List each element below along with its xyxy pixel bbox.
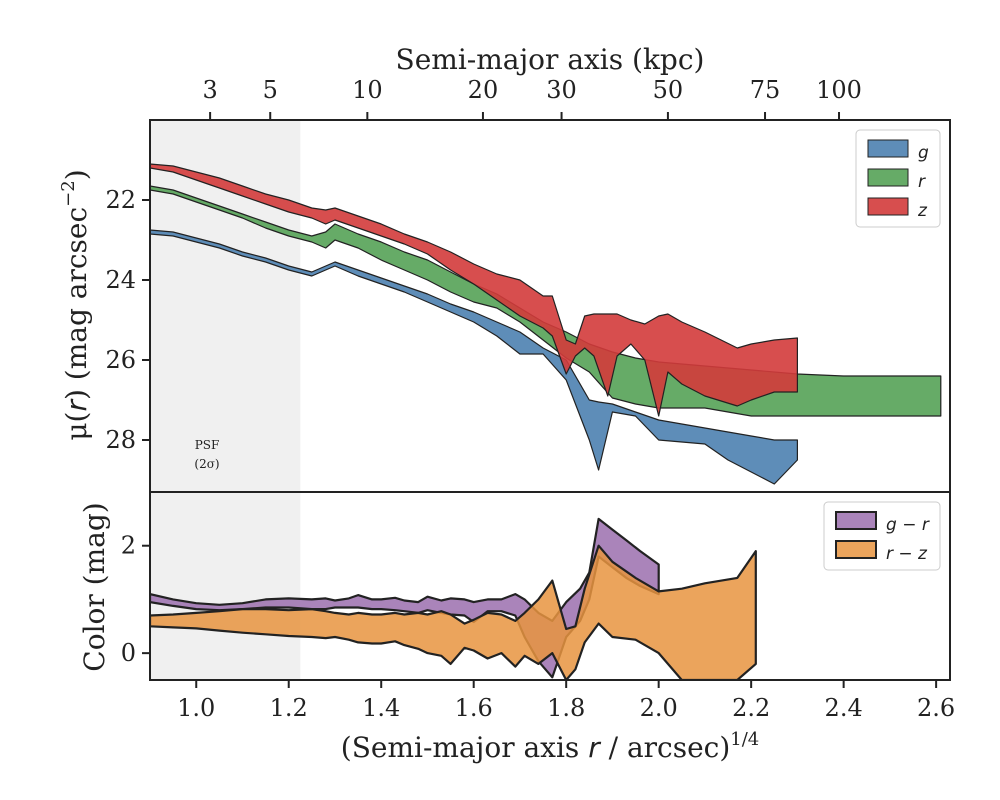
arcsec-x-axis-ticks: 1.0 1.2 1.4 1.6 1.8 2.0 2.2 2.4 2.6: [177, 680, 955, 722]
band-color-1: [150, 544, 757, 680]
legend-swatch: [835, 540, 877, 559]
x-tick-label: 2.4: [825, 694, 863, 722]
legend-swatch: [867, 139, 909, 158]
color-y-label: Color (mag): [78, 502, 111, 671]
kpc-top-axis-ticks: 3 5 10 20 30 50 75 100: [202, 76, 862, 120]
psf-label-line2: (2σ): [194, 457, 219, 471]
legend-label: z: [917, 201, 928, 221]
surface-brightness-panel: 22 24 26 28 3 5 10 20 30 50 75 100 PSF (2σ) grz: [105, 76, 951, 493]
legend-swatch: [835, 511, 877, 530]
x-tick-label: 1.2: [270, 694, 308, 722]
surface-brightness-y-label: μ(r) (mag arcsec−2): [58, 169, 93, 440]
top-axis-label: Semi-major axis (kpc): [396, 43, 705, 76]
x-tick-label: 1.6: [455, 694, 493, 722]
y-tick-label: 24: [105, 266, 136, 294]
kpc-tick-label: 50: [653, 76, 684, 104]
color-bands: [150, 517, 757, 680]
x-tick-label: 1.8: [547, 694, 585, 722]
kpc-tick-label: 10: [352, 76, 383, 104]
x-tick-label: 1.0: [177, 694, 215, 722]
surface-brightness-bands: [150, 163, 942, 485]
color-panel: 02 1.0 1.2 1.4 1.6 1.8 2.0 2.2 2.4 2.6 g − rr − …: [121, 491, 955, 722]
legend-swatch: [867, 197, 909, 216]
psf-label-line1: PSF: [195, 438, 220, 452]
band-surface-brightness-1: [150, 185, 942, 417]
legend-label: g − r: [886, 515, 930, 535]
x-axis-label: (Semi-major axis r / arcsec)1/4: [341, 729, 759, 764]
color-legend: g − r r − z: [823, 501, 941, 571]
psf-shaded-region: [150, 120, 301, 492]
x-tick-label: 1.4: [362, 694, 400, 722]
psf-shaded-region-color: [150, 492, 301, 680]
legend-label: g: [918, 143, 929, 163]
kpc-tick-label: 20: [468, 76, 499, 104]
y-tick-label: 22: [105, 186, 136, 214]
kpc-tick-label: 5: [263, 76, 278, 104]
surface-brightness-legend: grz: [855, 129, 941, 228]
legend-label: r: [918, 172, 926, 192]
color-y-ticks: 02: [121, 532, 150, 667]
x-tick-label: 2.0: [640, 694, 678, 722]
kpc-tick-label: 75: [750, 76, 781, 104]
x-tick-label: 2.6: [917, 694, 955, 722]
y-tick-label: 0: [121, 639, 136, 667]
band-surface-brightness-0: [150, 229, 799, 485]
legend-label: r − z: [886, 544, 928, 564]
kpc-tick-label: 30: [546, 76, 577, 104]
x-tick-label: 2.2: [732, 694, 770, 722]
kpc-tick-label: 100: [816, 76, 862, 104]
kpc-tick-label: 3: [202, 76, 217, 104]
band-surface-brightness-2: [150, 163, 799, 417]
y-tick-label: 26: [105, 346, 136, 374]
y-tick-label: 2: [121, 532, 136, 560]
color-frame: [149, 491, 951, 681]
surface-brightness-y-ticks: 22 24 26 28: [105, 186, 150, 454]
legend-swatch: [867, 168, 909, 187]
y-tick-label: 28: [105, 426, 136, 454]
